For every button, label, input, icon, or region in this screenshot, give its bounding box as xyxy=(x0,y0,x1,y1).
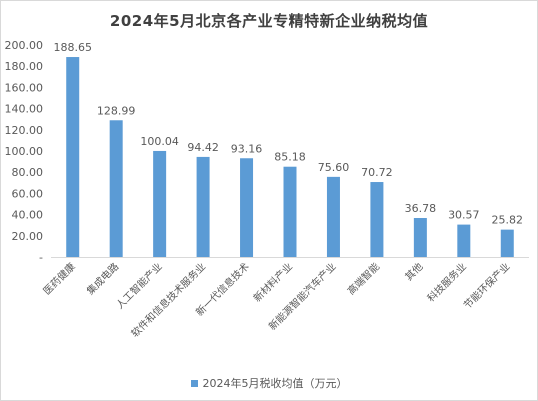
data-label: 94.42 xyxy=(187,141,219,154)
x-tick-label: 医药健康 xyxy=(40,260,77,297)
bar xyxy=(413,218,427,257)
data-label: 188.65 xyxy=(53,41,92,54)
bar xyxy=(326,176,340,257)
data-label: 30.57 xyxy=(448,209,480,222)
y-tick-label: 160.00 xyxy=(5,81,44,94)
chart-title: 2024年5月北京各产业专精特新企业纳税均值 xyxy=(109,12,429,30)
bar xyxy=(109,120,123,257)
x-tick-label: 高端智能 xyxy=(345,260,382,297)
data-label: 128.99 xyxy=(97,104,136,117)
y-tick-label: 140.00 xyxy=(5,103,44,116)
y-tick-label: 200.00 xyxy=(5,39,44,52)
bar xyxy=(240,158,254,257)
y-tick-label: 20.00 xyxy=(12,230,44,243)
y-tick-label: - xyxy=(39,251,43,264)
bar xyxy=(153,150,167,257)
x-tick-label: 软件和信息技术服务业 xyxy=(128,260,208,340)
y-tick-label: 60.00 xyxy=(12,187,44,200)
y-tick-label: 180.00 xyxy=(5,60,44,73)
legend-label: 2024年5月税收均值（万元） xyxy=(202,377,348,390)
x-tick-label: 集成电路 xyxy=(84,260,121,297)
bar xyxy=(500,229,514,257)
y-tick-label: 80.00 xyxy=(12,166,44,179)
data-label: 93.16 xyxy=(231,142,263,155)
legend-swatch xyxy=(190,379,198,387)
x-tick-label: 科技服务业 xyxy=(424,260,469,305)
chart-legend: 2024年5月税收均值（万元） xyxy=(1,375,537,391)
data-label: 75.60 xyxy=(318,161,350,174)
y-tick-label: 40.00 xyxy=(12,209,44,222)
y-tick-label: 120.00 xyxy=(5,124,44,137)
bar xyxy=(66,57,80,257)
y-tick-label: 100.00 xyxy=(5,145,44,158)
x-tick-label: 新材料产业 xyxy=(251,260,296,305)
bar xyxy=(283,166,297,257)
data-label: 70.72 xyxy=(361,166,393,179)
x-tick-label: 节能环保产业 xyxy=(461,260,513,312)
data-label: 85.18 xyxy=(274,151,306,164)
data-label: 36.78 xyxy=(405,202,437,215)
data-label: 100.04 xyxy=(140,135,179,148)
bar xyxy=(196,156,210,257)
data-label: 25.82 xyxy=(492,214,524,227)
bar xyxy=(457,224,471,257)
x-tick-label: 其他 xyxy=(402,260,425,283)
bar xyxy=(370,182,384,257)
